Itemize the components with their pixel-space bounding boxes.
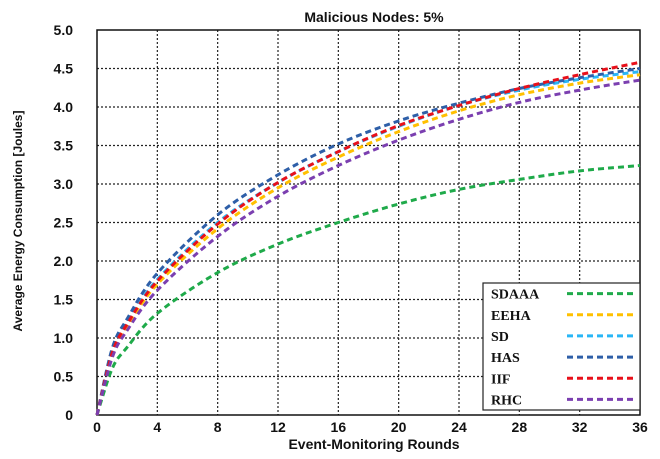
- x-tick-label: 0: [93, 419, 101, 435]
- y-tick-label: 4.0: [54, 99, 74, 115]
- y-tick-label: 0: [65, 407, 73, 423]
- legend-label: RHC: [491, 393, 522, 408]
- x-tick-label: 32: [572, 419, 588, 435]
- legend-box: [482, 282, 641, 411]
- series-line-sdaaa: [95, 164, 641, 416]
- x-tick-label: 16: [331, 419, 347, 435]
- x-tick-label: 8: [214, 419, 222, 435]
- legend-label: SD: [491, 330, 509, 345]
- legend-label: EEHA: [491, 309, 532, 324]
- x-tick-label: 12: [270, 419, 286, 435]
- x-tick-label: 4: [153, 419, 161, 435]
- x-axis-ticks: 0 4 8 12 16 20 24 28 32 36: [93, 419, 648, 435]
- series-line-rhc: [95, 78, 641, 416]
- series-line-iif: [95, 60, 641, 416]
- legend: SDAAA EEHA SD HAS IIF RHC: [482, 282, 641, 411]
- x-tick-label: 20: [391, 419, 407, 435]
- y-tick-label: 3.0: [54, 176, 74, 192]
- y-tick-label: 5.0: [54, 22, 74, 38]
- y-tick-label: 1.5: [54, 292, 74, 308]
- series-lines: [95, 60, 641, 416]
- y-tick-label: 4.5: [54, 61, 74, 77]
- y-axis-label: Average Energy Consumption [Joules]: [11, 111, 25, 332]
- x-tick-label: 24: [451, 419, 467, 435]
- legend-label: HAS: [491, 351, 520, 366]
- y-tick-label: 3.5: [54, 138, 74, 154]
- y-axis-ticks: 0 0.5 1.0 1.5 2.0 2.5 3.0 3.5 4.0 4.5 5.0: [54, 22, 74, 423]
- y-tick-label: 2.0: [54, 253, 74, 269]
- legend-label: SDAAA: [491, 288, 540, 303]
- x-tick-label: 36: [632, 419, 648, 435]
- x-axis-label: Event-Monitoring Rounds: [288, 436, 459, 452]
- x-tick-label: 28: [512, 419, 528, 435]
- legend-label: IIF: [491, 372, 510, 387]
- chart-title: Malicious Nodes: 5%: [304, 9, 444, 25]
- y-tick-label: 2.5: [54, 215, 74, 231]
- y-tick-label: 0.5: [54, 369, 74, 385]
- plot-area-frame: [96, 29, 641, 416]
- y-tick-label: 1.0: [54, 330, 74, 346]
